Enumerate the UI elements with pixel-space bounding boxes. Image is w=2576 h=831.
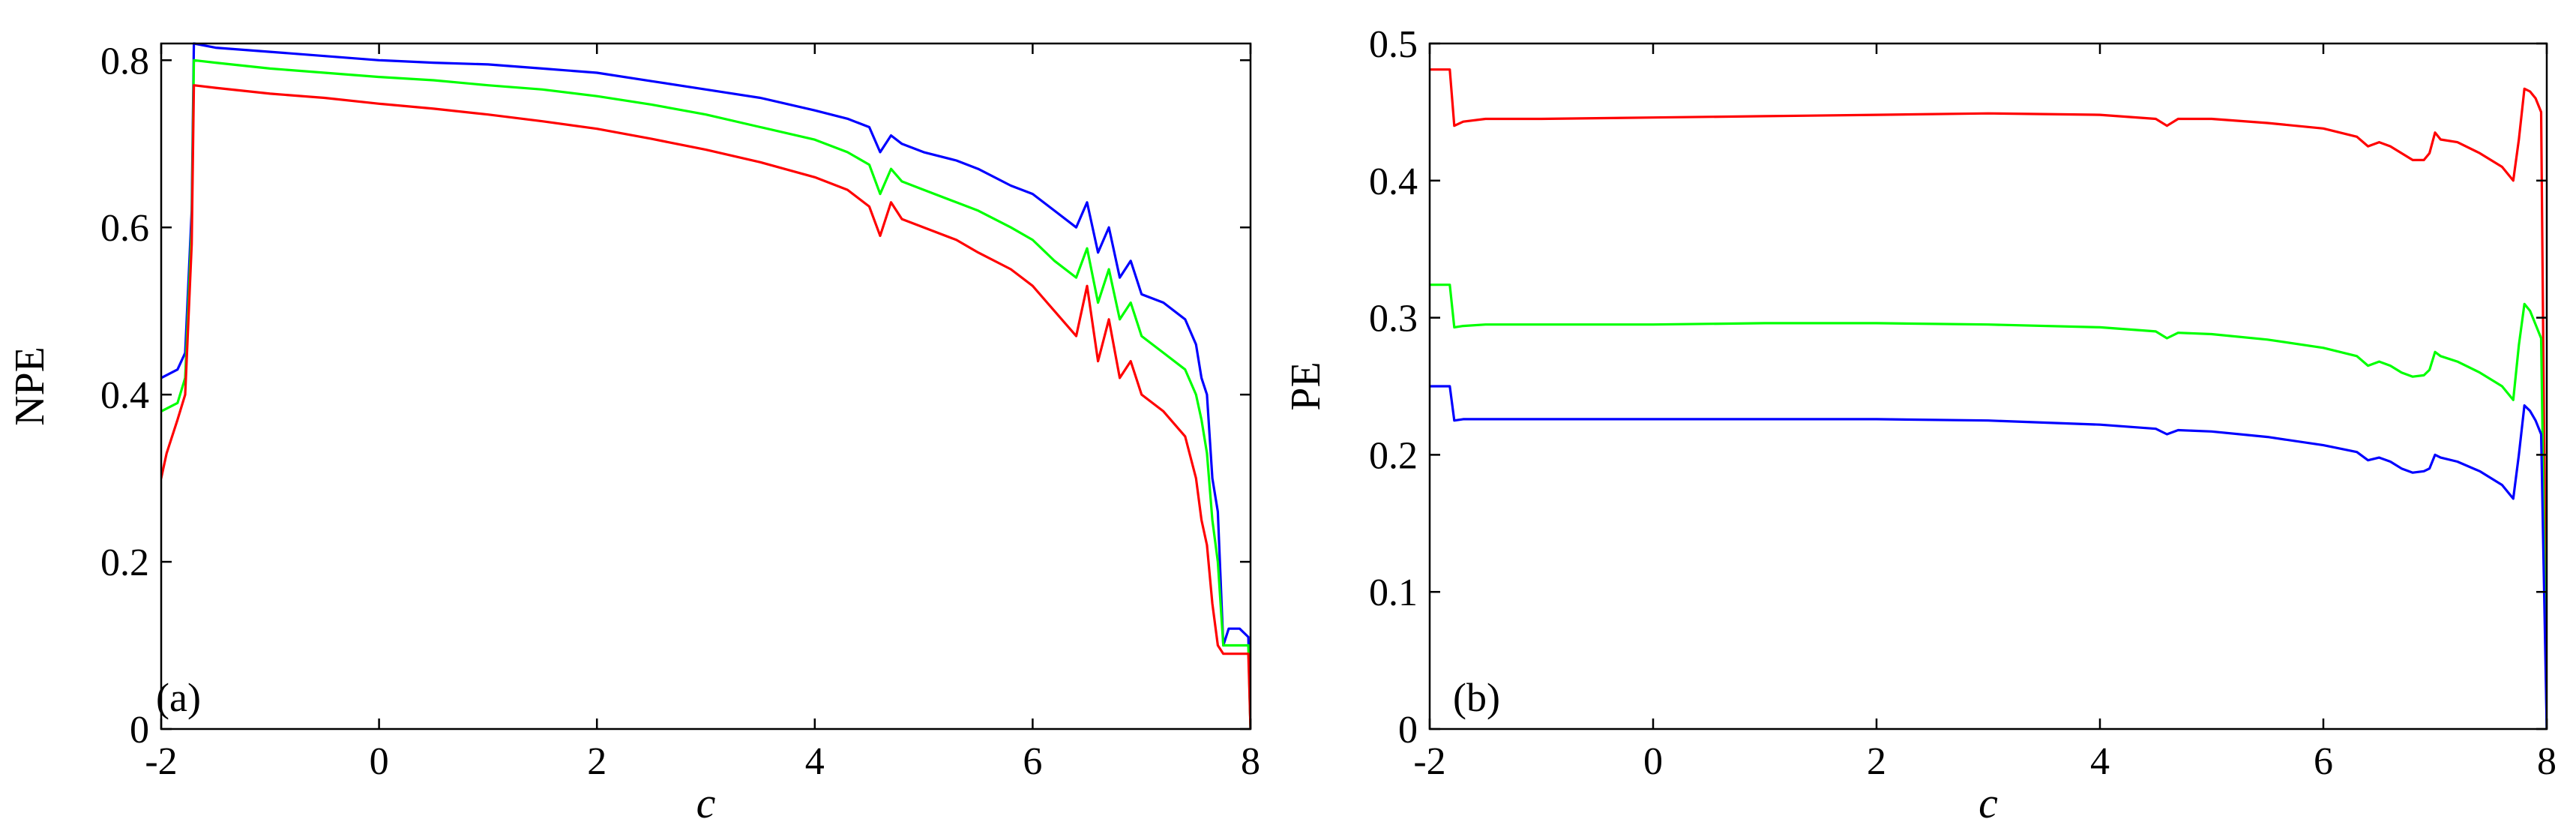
x-tick-label: 6 xyxy=(1023,740,1042,783)
x-tick-label: 2 xyxy=(587,740,607,783)
x-tick-label: 0 xyxy=(1643,740,1663,783)
x-tick-label: 2 xyxy=(1867,740,1886,783)
plot-frame xyxy=(160,42,1252,730)
x-tick-label: 4 xyxy=(2090,740,2110,783)
y-axis-label: NPE xyxy=(7,346,53,426)
y-tick-label: 0.2 xyxy=(100,542,149,584)
panel-label: (b) xyxy=(1453,675,1500,720)
y-tick-label: 0.4 xyxy=(1369,160,1418,203)
x-tick-label: -2 xyxy=(1413,740,1445,783)
y-tick-label: 0.8 xyxy=(100,40,149,82)
x-tick-label: 6 xyxy=(2314,740,2333,783)
y-axis-label: PE xyxy=(1283,362,1329,410)
x-tick-label: 8 xyxy=(2537,740,2557,783)
x-tick-label: 8 xyxy=(1241,740,1260,783)
x-axis-label: c xyxy=(1978,778,1998,827)
y-tick-label: 0 xyxy=(1398,709,1418,752)
series-line-red xyxy=(1430,68,2547,729)
y-tick-label: 0.3 xyxy=(1369,298,1418,340)
series-line-red xyxy=(161,84,1251,729)
panel-label: (a) xyxy=(156,675,201,720)
series-line-blue xyxy=(1430,385,2547,729)
x-tick-label: 0 xyxy=(370,740,389,783)
plot-frame xyxy=(1428,42,2548,730)
x-tick-label: 4 xyxy=(805,740,825,783)
series-line-green xyxy=(161,58,1251,729)
y-tick-label: 0 xyxy=(130,709,149,752)
x-tick-label: -2 xyxy=(145,740,177,783)
y-tick-label: 0.1 xyxy=(1369,572,1418,614)
x-axis-label: c xyxy=(696,778,716,827)
series-line-green xyxy=(1430,284,2547,729)
y-tick-label: 0.4 xyxy=(100,374,149,417)
y-tick-label: 0.6 xyxy=(100,207,149,250)
series-line-blue xyxy=(161,42,1251,729)
y-tick-label: 0.5 xyxy=(1369,23,1418,66)
y-tick-label: 0.2 xyxy=(1369,434,1418,477)
